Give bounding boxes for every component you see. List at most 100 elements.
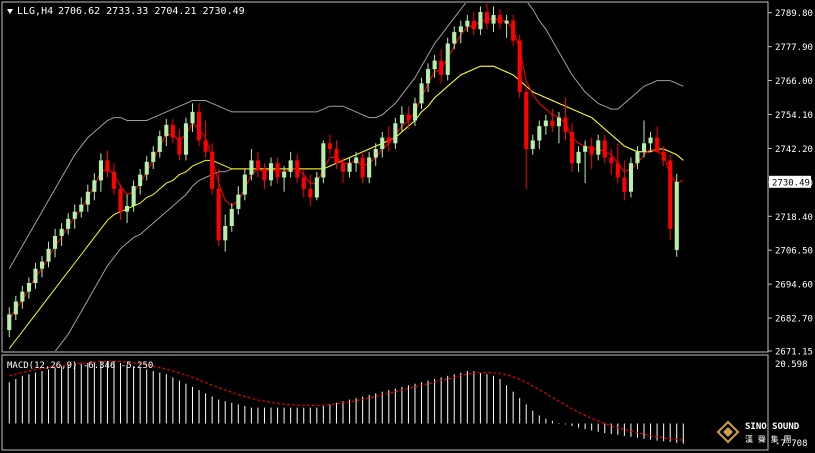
candle: [570, 123, 575, 172]
candle-body: [648, 137, 653, 144]
price-tick-label: 2671.15: [775, 348, 813, 358]
candle: [354, 151, 359, 172]
candle-body: [197, 111, 202, 141]
candle: [229, 203, 234, 232]
candle-body: [118, 188, 123, 212]
candle-body: [53, 236, 58, 249]
candle: [380, 131, 385, 158]
candle: [471, 12, 476, 35]
macd-label: MACD(12,26,9) -6.346 -5.250: [7, 361, 153, 371]
candle-body: [413, 103, 418, 121]
candle: [92, 173, 97, 201]
ohlc-readout: 2706.62 2733.33 2704.21 2730.49: [58, 6, 245, 17]
candle: [432, 54, 437, 78]
candle-body: [269, 163, 274, 181]
price-tick-label: 2777.90: [775, 43, 813, 53]
candle: [628, 157, 633, 198]
sino-sound-logo-icon: [716, 420, 740, 444]
candle-body: [229, 208, 234, 226]
candle-body: [216, 188, 221, 241]
candle-body: [386, 137, 391, 144]
candle: [151, 146, 156, 169]
macd-axis: 20.598 -7.708: [775, 360, 808, 449]
candle-body: [668, 160, 673, 229]
candle: [615, 143, 620, 184]
price-tag-bg: [769, 175, 811, 188]
candle-body: [59, 228, 64, 236]
candle-body: [308, 188, 313, 198]
candles: [7, 3, 679, 338]
candle: [85, 184, 90, 212]
candle-body: [504, 20, 509, 24]
candle-body: [655, 137, 660, 152]
candle: [177, 129, 182, 161]
candle-body: [105, 160, 110, 172]
candle: [668, 154, 673, 241]
candle-body: [210, 151, 215, 189]
candle-body: [111, 171, 116, 189]
macd-tick-label: 20.598: [775, 360, 808, 370]
candle-body: [295, 160, 300, 178]
candle-body: [432, 60, 437, 70]
price-tag-label: 2730.49: [772, 178, 810, 188]
candle: [183, 117, 188, 161]
candle-body: [13, 301, 18, 315]
dropdown-arrow-icon[interactable]: [7, 9, 13, 14]
candle-body: [419, 83, 424, 104]
candle-body: [602, 140, 607, 158]
candle-body: [373, 149, 378, 158]
candle: [452, 26, 457, 50]
candle: [275, 157, 280, 184]
candle: [596, 134, 601, 161]
candle-body: [635, 151, 640, 164]
candle-body: [576, 151, 581, 164]
candle: [295, 154, 300, 184]
candle-body: [79, 204, 84, 212]
candle: [242, 168, 247, 201]
candle-body: [484, 12, 489, 24]
candle: [609, 148, 614, 175]
candle-body: [157, 136, 162, 152]
watermark: SINO SOUND 漢 聲 集 團: [716, 420, 800, 444]
candle-body: [354, 157, 359, 164]
brand-en: SINO SOUND: [745, 422, 800, 432]
candle: [622, 160, 627, 201]
candle-body: [164, 124, 169, 137]
candle-body: [85, 191, 90, 205]
candle-body: [275, 163, 280, 178]
candle: [131, 180, 136, 212]
candle-body: [301, 177, 306, 189]
candle: [386, 126, 391, 152]
candle-body: [642, 143, 647, 152]
candle-body: [40, 261, 45, 269]
candle-body: [334, 149, 339, 164]
candle: [347, 157, 352, 178]
candle-body: [674, 181, 679, 250]
candle: [419, 77, 424, 110]
candle: [530, 134, 535, 155]
candle-body: [249, 160, 254, 175]
candle: [511, 14, 516, 47]
macd-panel-frame: [1, 354, 769, 451]
candle-body: [7, 314, 12, 331]
price-tick-label: 2742.20: [775, 145, 813, 155]
candle: [524, 86, 529, 189]
candle: [308, 174, 313, 207]
candle-body: [177, 137, 182, 155]
candle: [262, 163, 267, 189]
candle: [563, 97, 568, 141]
candle-body: [471, 20, 476, 30]
price-tick-label: 2694.60: [775, 281, 813, 291]
candle: [648, 131, 653, 152]
candle: [413, 97, 418, 127]
candle-body: [517, 40, 522, 92]
candle: [406, 106, 411, 130]
candle: [125, 194, 130, 224]
candle-body: [556, 117, 561, 127]
candle: [314, 171, 319, 201]
candle: [602, 134, 607, 164]
candle-body: [341, 163, 346, 172]
candle: [661, 146, 666, 167]
candle: [282, 166, 287, 192]
candle: [655, 126, 660, 152]
